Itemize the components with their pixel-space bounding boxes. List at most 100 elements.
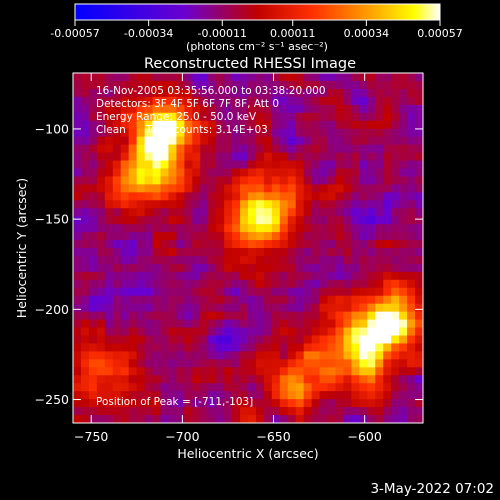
heatmap-cell [351,375,360,384]
heatmap-cell [279,399,289,408]
heatmap-cell [80,80,90,90]
heatmap-cell [343,128,352,138]
heatmap-cell [391,391,400,400]
heatmap-cell [176,343,185,352]
heatmap-cell [407,80,416,90]
heatmap-cell [80,271,90,281]
y-tick-label: −150 [35,212,69,227]
heatmap-cell [248,152,257,161]
heatmap-cell [192,287,201,297]
heatmap-cell [240,287,249,297]
heatmap-cell [383,216,392,225]
heatmap-cell [279,367,289,376]
heatmap-cell [176,128,185,138]
heatmap-cell [216,73,225,82]
heatmap-cell [343,144,352,154]
heatmap-cell [407,383,416,392]
heatmap-cell [327,248,336,257]
heatmap-cell [383,168,392,177]
heatmap-cell [271,80,281,90]
heatmap-cell [367,120,376,130]
heatmap-cell [120,144,130,154]
energy-range-text: Energy Range: 25.0 - 50.0 keV [96,111,257,123]
heatmap-cell [88,248,98,257]
heatmap-cell [367,279,376,289]
heatmap-cell [240,399,249,408]
heatmap-cell [351,144,360,154]
heatmap-cell [224,128,233,138]
heatmap-cell [383,176,392,185]
heatmap-cell [128,319,138,329]
heatmap-cell [224,160,233,169]
heatmap-cell [73,73,82,82]
heatmap-cell [383,136,392,146]
x-tick-label: −650 [256,429,290,444]
heatmap-cell [73,208,82,217]
heatmap-cell [144,112,154,122]
heatmap-cell [112,216,122,225]
heatmap-cell [232,255,241,265]
heatmap-cell [391,399,400,408]
heatmap-cell [383,391,392,400]
heatmap-cell [263,335,273,344]
heatmap-cell [208,176,217,185]
heatmap-cell [303,120,313,130]
heatmap-cell [303,295,313,305]
heatmap-cell [192,343,201,352]
heatmap-cell [327,240,336,249]
heatmap-cell [73,200,82,209]
heatmap-cell [176,152,185,161]
heatmap-cell [303,232,313,241]
heatmap-cell [176,279,185,289]
heatmap-cell [96,216,106,225]
heatmap-cell [224,232,233,241]
heatmap-cell [160,327,169,336]
heatmap-cell [128,359,138,368]
heatmap-cell [311,240,321,249]
heatmap-cell [335,335,344,344]
heatmap-cell [200,319,209,329]
heatmap-cell [176,271,185,281]
heatmap-cell [319,176,329,185]
heatmap-cell [351,303,360,313]
heatmap-cell [287,88,297,98]
heatmap-cell [271,407,281,416]
heatmap-cell [295,351,305,360]
heatmap-cell [311,391,321,400]
heatmap-cell [104,176,114,185]
heatmap-cell [343,184,352,193]
heatmap-cell [128,415,138,423]
heatmap-cell [232,287,241,297]
heatmap-cell [112,367,122,376]
heatmap-cell [96,168,106,177]
heatmap-cell [255,375,265,384]
heatmap-cell [136,255,146,265]
heatmap-cell [208,319,217,329]
heatmap-cell [248,311,257,321]
heatmap-cell [104,216,114,225]
heatmap-cell [88,279,98,289]
heatmap-cell [224,96,233,106]
heatmap-cell [120,96,130,106]
heatmap-cell [176,88,185,98]
heatmap-cell [311,184,321,193]
heatmap-cell [319,96,329,106]
heatmap-cell [383,367,392,376]
heatmap-cell [120,351,130,360]
heatmap-cell [359,88,368,98]
heatmap-cell [391,232,400,241]
heatmap-cell [80,73,90,82]
heatmap-cell [415,279,423,289]
heatmap-cell [295,295,305,305]
heatmap-cell [375,407,384,416]
heatmap-cell [295,248,305,257]
heatmap-cell [263,383,273,392]
heatmap-cell [73,128,82,138]
heatmap-cell [104,375,114,384]
heatmap-cell [184,287,193,297]
heatmap-cell [415,407,423,416]
heatmap-cell [303,184,313,193]
heatmap-cell [128,287,138,297]
heatmap-cell [415,359,423,368]
heatmap-cell [192,88,201,98]
